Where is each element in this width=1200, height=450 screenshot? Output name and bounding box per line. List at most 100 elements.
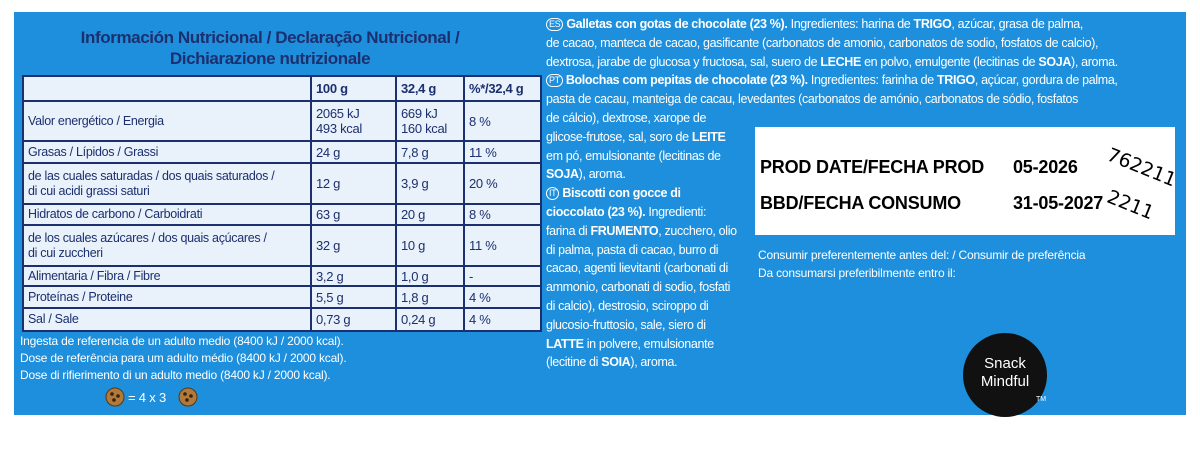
row-label-line: Sal / Sale xyxy=(28,312,79,326)
date-label: BBD/FECHA CONSUMO xyxy=(760,193,961,213)
ingredient-text: , açúcar, gordura de palma, xyxy=(974,73,1118,88)
nutrition-title: Información Nutricional / Declaração Nut… xyxy=(80,28,460,47)
logo: Snack Mindful xyxy=(963,333,1047,417)
reference-note: Ingesta de referencia de un adulto medio… xyxy=(20,334,344,348)
value-line: 20 % xyxy=(469,176,498,191)
logo-text: Snack xyxy=(984,355,1026,372)
table-row: Valor energético / Energia 2065 kJ 493 kca… xyxy=(22,100,542,142)
row-label: Hidratos de carbono / Carboidrati xyxy=(22,203,312,226)
row-label-line: de los cuales azúcares / dos quais açúca… xyxy=(28,230,267,245)
value-line: 5,5 g xyxy=(316,289,344,305)
ingredient-text: Ingredientes: farinha de xyxy=(807,73,937,88)
value-line: 8 % xyxy=(469,207,491,222)
value-cell: 4 % xyxy=(463,285,542,309)
row-label-line: di cui zuccheri xyxy=(28,245,103,260)
value-line: 3,2 g xyxy=(316,268,344,284)
value-cell: 3,2 g xyxy=(310,265,397,287)
table-row: Sal / Sale 0,73 g 0,24 g 4 % xyxy=(22,307,542,332)
table-row: Hidratos de carbono / Carboidrati 63 g 20 … xyxy=(22,203,542,226)
value-cell: 11 % xyxy=(463,224,542,267)
value-cell: 20 g xyxy=(395,203,465,226)
value-line: 11 % xyxy=(469,144,497,160)
language-badge: IT xyxy=(546,187,560,201)
value-cell: 669 kJ 160 kcal xyxy=(395,100,465,142)
ingredient-line: ES Galletas con gotas de chocolate (23 %)… xyxy=(546,17,1083,31)
table-header-row: 100 g 32,4 g %*/32,4 g xyxy=(22,75,542,102)
ingredient-text: de cálcio), dextrose, xarope de xyxy=(546,111,707,125)
value-line: 24 g xyxy=(316,144,341,160)
value-cell: 24 g xyxy=(310,140,397,164)
ingredient-line: cacao, agenti lievitanti (carbonati di xyxy=(546,261,728,275)
value-cell: 63 g xyxy=(310,203,397,226)
ingredient-text: glicose-frutose, sal, soro de xyxy=(546,129,692,144)
row-label: Sal / Sale xyxy=(22,307,312,332)
value-cell: 12 g xyxy=(310,162,397,205)
ingredient-text: in polvere, emulsionante xyxy=(583,336,714,351)
row-label-line: Alimentaria / Fibra / Fibre xyxy=(28,268,161,283)
ingredient-text: TRIGO xyxy=(913,17,952,31)
portion-text: = 4 x 3 xyxy=(128,390,166,405)
ingredient-text: SOJA xyxy=(546,167,579,182)
ingredient-line: dextrosa, jarabe de glucosa y fructosa, … xyxy=(546,55,1118,69)
ingredient-line: IT Biscotti con gocce di xyxy=(546,186,681,201)
value-line: 1,0 g xyxy=(401,268,429,284)
ingredient-text: Bolochas com pepitas de chocolate (23 %)… xyxy=(565,73,808,88)
reference-note: Dose de referência para um adulto médio … xyxy=(20,351,347,365)
value-line: 11 % xyxy=(469,238,497,253)
value-cell: 3,9 g xyxy=(395,162,465,205)
ingredient-line: farina di FRUMENTO, zucchero, olio xyxy=(546,224,737,238)
logo-mark: TM xyxy=(1036,396,1047,403)
ingredient-line: SOJA), aroma. xyxy=(546,167,626,181)
ingredient-text: di calcio), destrosio, sciroppo di xyxy=(546,299,709,313)
value-cell: 0,24 g xyxy=(395,307,465,332)
header-cell xyxy=(22,75,312,102)
value-cell: 11 % xyxy=(463,140,542,164)
value-line: 20 g xyxy=(401,207,426,222)
ingredient-text: ), aroma. xyxy=(578,167,626,182)
value-cell: 32 g xyxy=(310,224,397,267)
ingredient-line: LATTE in polvere, emulsionante xyxy=(546,337,714,351)
ingredient-text: en polvo, emulgente (lecitinas de xyxy=(860,54,1039,69)
header-cell: 100 g xyxy=(310,75,397,102)
best-before-note: Consumir preferentemente antes del: / Co… xyxy=(758,248,1086,262)
reference-note: Dose di rifierimento di un adulto medio … xyxy=(20,368,331,382)
ingredient-text: , zucchero, olio xyxy=(658,223,737,238)
row-label-line: Grasas / Lípidos / Grassi xyxy=(28,144,159,159)
ingredient-text: em pó, emulsionante (lecitinas de xyxy=(546,148,721,163)
value-cell: 5,5 g xyxy=(310,285,397,309)
row-label-line: Valor energético / Energia xyxy=(28,113,164,128)
value-line: 1,8 g xyxy=(401,289,429,305)
ingredient-text: Galletas con gotas de chocolate (23 %). xyxy=(566,17,788,31)
row-label-line: di cui acidi grassi saturi xyxy=(28,183,150,198)
table-row: de las cuales saturadas / dos quais satu… xyxy=(22,162,542,205)
ingredient-text: LECHE xyxy=(820,54,861,69)
header-cell: 32,4 g xyxy=(395,75,465,102)
ingredient-line: (lecitine di SOIA), aroma. xyxy=(546,355,678,370)
value-line: 0,24 g xyxy=(401,312,436,327)
value-line: 4 % xyxy=(469,312,491,327)
value-line: 160 kcal xyxy=(401,121,448,136)
ingredient-text: Biscotti con gocce di xyxy=(562,186,681,201)
value-cell: 8 % xyxy=(463,203,542,226)
row-label: Grasas / Lípidos / Grassi xyxy=(22,140,312,164)
ingredient-line: pasta de cacau, manteiga de cacau, leved… xyxy=(546,92,1078,106)
ingredient-text: ammonio, carbonati di sodio, fosfati xyxy=(546,280,731,295)
best-before-note: Da consumarsi preferibilmente entro il: xyxy=(758,266,956,280)
value-cell: 1,8 g xyxy=(395,285,465,309)
ingredient-text: , azúcar, grasa de palma, xyxy=(951,17,1083,31)
value-cell: 10 g xyxy=(395,224,465,267)
row-label: de las cuales saturadas / dos quais satu… xyxy=(22,162,312,205)
value-line: 2065 kJ xyxy=(316,106,360,121)
ingredient-text: cacao, agenti lievitanti (carbonati di xyxy=(546,261,728,276)
value-cell: 1,0 g xyxy=(395,265,465,287)
value-cell: 8 % xyxy=(463,100,542,142)
nutrition-title: Dichiarazione nutrizionale xyxy=(169,49,371,68)
ingredient-text: farina di xyxy=(546,223,591,238)
row-label: de los cuales azúcares / dos quais açúca… xyxy=(22,224,312,267)
value-line: 4 % xyxy=(469,289,491,305)
ingredient-text: (lecitine di xyxy=(546,355,602,370)
ingredient-text: dextrosa, jarabe de glucosa y fructosa, … xyxy=(546,54,821,69)
ingredient-text: LEITE xyxy=(691,129,726,144)
ingredient-line: glicose-frutose, sal, soro de LEITE xyxy=(546,130,726,144)
